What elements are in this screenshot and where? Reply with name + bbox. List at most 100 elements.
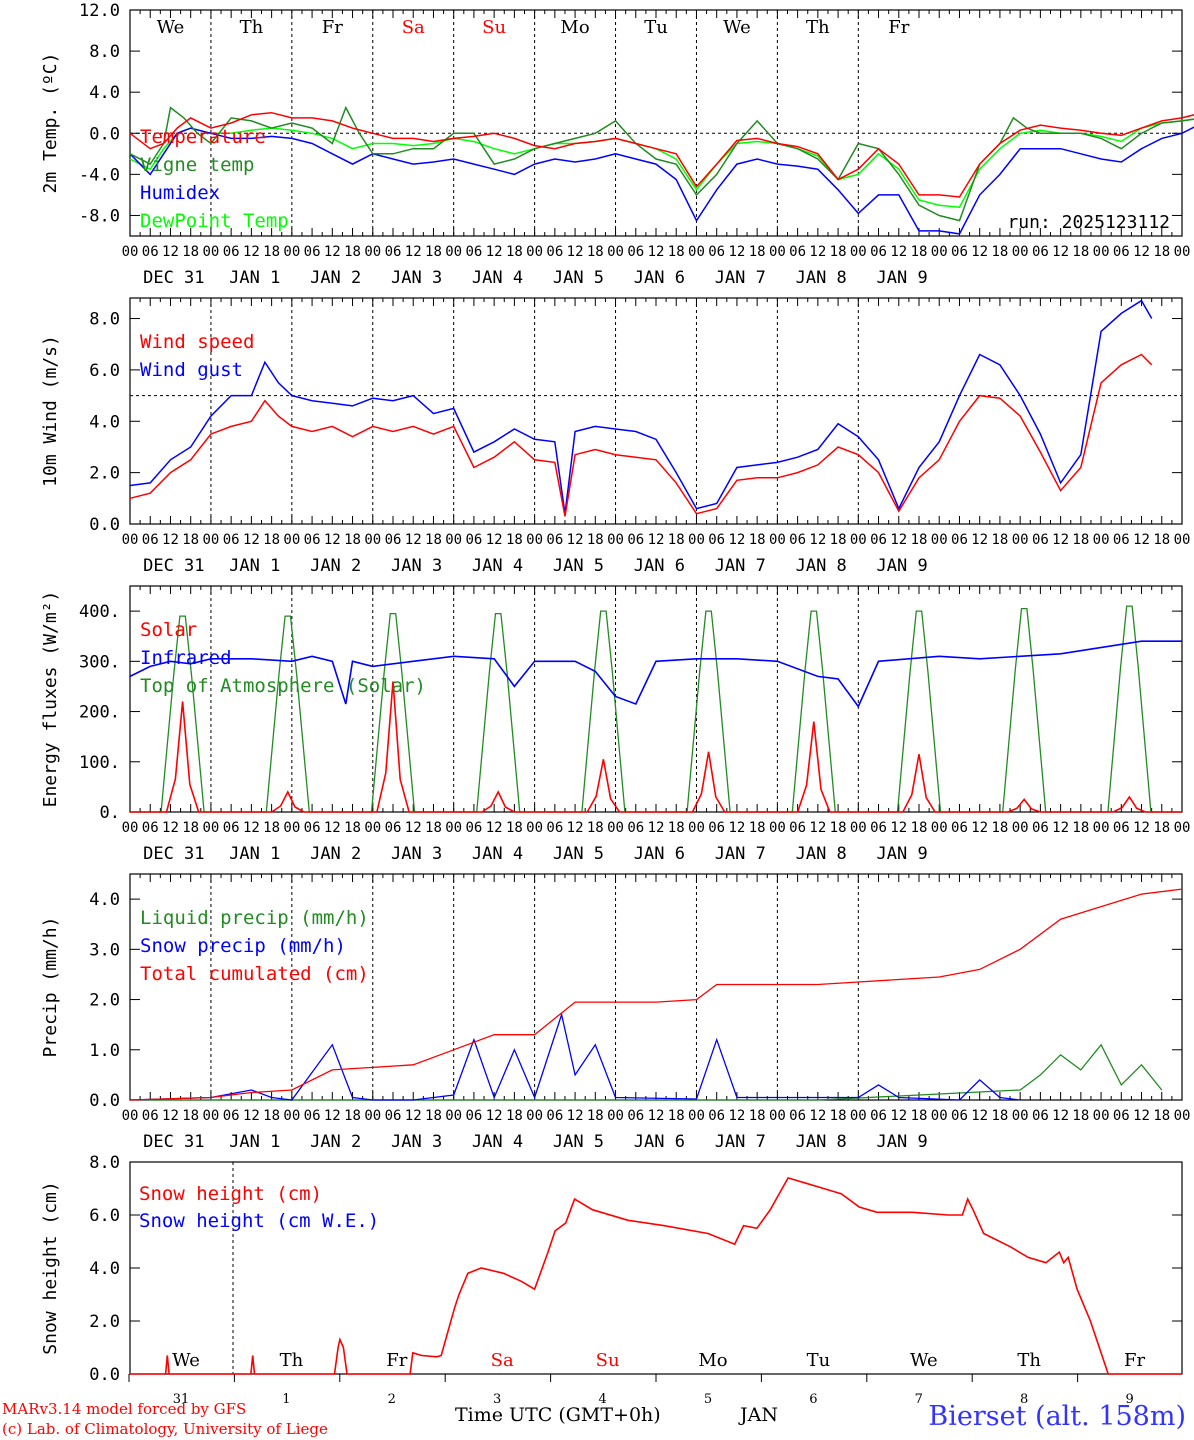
hour-tick-label: 18 [344,1108,361,1124]
hour-tick-label: 00 [850,820,867,836]
hour-tick-label: 18 [749,820,766,836]
legend-snow-precip-mm-h-: Snow precip (mm/h) [140,935,346,957]
hour-tick-label: 18 [1072,820,1089,836]
hour-tick-label: 12 [567,244,584,260]
hour-tick-label: 18 [506,532,523,548]
hour-tick-label: 00 [445,244,462,260]
hour-tick-label: 00 [1093,532,1110,548]
y-tick-label: 8.0 [89,1153,120,1173]
hour-tick-label: 18 [425,820,442,836]
hour-tick-label: 12 [243,244,260,260]
hour-tick-label: 12 [324,820,341,836]
y-axis-label: Precip (mm/h) [40,917,61,1058]
hour-tick-label: 06 [465,820,482,836]
hour-tick-label: 18 [1153,1108,1170,1124]
y-tick-label: 8.0 [89,42,120,62]
hour-tick-label: 12 [971,532,988,548]
weekday-label: Fr [1124,1350,1145,1371]
y-tick-label: 6.0 [89,1206,120,1226]
hour-tick-label: 18 [668,532,685,548]
hour-tick-label: 00 [526,820,543,836]
weekday-label: Th [806,17,830,38]
hour-tick-label: 18 [1153,532,1170,548]
hour-tick-label: 12 [405,532,422,548]
date-label: JAN 2 [310,556,361,576]
hour-tick-label: 18 [668,1108,685,1124]
station-label: Bierset (alt. 158m) [928,1401,1186,1432]
hour-tick-label: 06 [142,820,159,836]
hour-tick-label: 00 [1174,820,1191,836]
bottom-day-number: 6 [809,1392,817,1407]
date-label: JAN 8 [796,268,847,288]
y-axis-label: 2m Temp. (ºC) [40,53,61,194]
hour-tick-label: 00 [607,820,624,836]
hour-tick-label: 12 [809,532,826,548]
hour-tick-label: 12 [809,244,826,260]
hour-tick-label: 12 [890,820,907,836]
hour-tick-label: 00 [122,532,139,548]
hour-tick-label: 06 [304,820,321,836]
y-tick-label: 0.0 [89,1365,120,1385]
date-label: JAN 6 [634,268,685,288]
weekday-label: Th [280,1350,304,1371]
hour-tick-label: 00 [931,244,948,260]
hour-tick-label: 18 [587,1108,604,1124]
hour-tick-label: 06 [951,1108,968,1124]
hour-tick-label: 06 [708,1108,725,1124]
hour-tick-label: 18 [344,820,361,836]
hour-tick-label: 00 [1012,532,1029,548]
hour-tick-label: 00 [202,244,219,260]
hour-tick-label: 18 [587,244,604,260]
date-label: JAN 3 [391,844,442,864]
hour-tick-label: 18 [1153,244,1170,260]
date-label: JAN 1 [229,268,280,288]
hour-tick-label: 12 [1052,532,1069,548]
bottom-day-number: 4 [598,1392,606,1407]
hour-tick-label: 12 [890,244,907,260]
hour-tick-label: 06 [789,1108,806,1124]
weekday-label: Th [1017,1350,1041,1371]
hour-tick-label: 18 [991,820,1008,836]
hour-tick-label: 06 [546,532,563,548]
hour-tick-label: 18 [425,532,442,548]
date-label: JAN 2 [310,844,361,864]
hour-tick-label: 12 [162,532,179,548]
x-axis-title: Time UTC (GMT+0h) [455,1404,661,1426]
hour-tick-label: 18 [1072,1108,1089,1124]
hour-tick-label: 12 [648,820,665,836]
bottom-day-number: 5 [704,1392,712,1407]
hour-tick-label: 00 [769,244,786,260]
hour-tick-label: 18 [1072,532,1089,548]
credit-line-2: (c) Lab. of Climatology, University of L… [2,1420,328,1438]
hour-tick-label: 06 [627,532,644,548]
hour-tick-label: 06 [627,244,644,260]
hour-tick-label: 12 [243,1108,260,1124]
weekday-label: Su [482,17,506,38]
hour-tick-label: 12 [648,244,665,260]
hour-tick-label: 06 [304,532,321,548]
date-label: JAN 4 [472,268,523,288]
date-label: DEC 31 [143,1132,204,1152]
hour-tick-label: 00 [526,532,543,548]
series-vigne-temp [129,105,1194,222]
y-tick-label: 1.0 [89,1041,120,1061]
hour-tick-label: 06 [1032,532,1049,548]
y-tick-label: 0.0 [89,1091,120,1111]
hour-tick-label: 18 [425,1108,442,1124]
hour-tick-label: 06 [951,820,968,836]
hour-tick-label: 06 [1032,244,1049,260]
hour-tick-label: 12 [324,244,341,260]
date-label: JAN 5 [553,556,604,576]
hour-tick-label: 00 [1093,1108,1110,1124]
hour-tick-label: 12 [1052,1108,1069,1124]
hour-tick-label: 00 [283,1108,300,1124]
hour-tick-label: 12 [324,1108,341,1124]
hour-tick-label: 12 [728,532,745,548]
series-wind-gust [129,299,1153,514]
weekday-label: Su [596,1350,620,1371]
y-tick-label: 2.0 [89,464,120,484]
hour-tick-label: 12 [162,820,179,836]
hour-tick-label: 06 [789,532,806,548]
hour-tick-label: 18 [668,244,685,260]
